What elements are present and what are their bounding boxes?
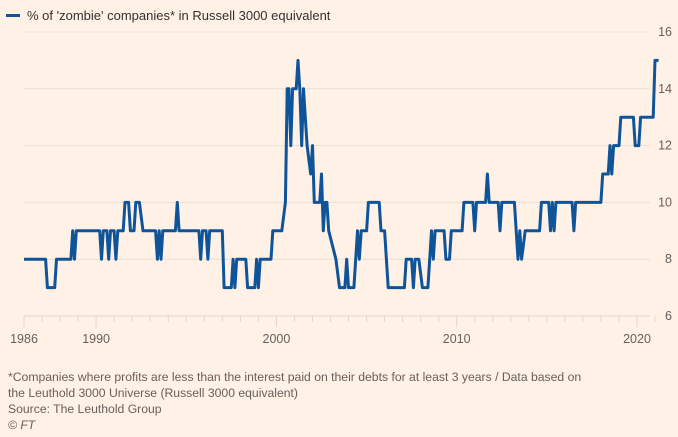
y-tick-label: 12 bbox=[658, 139, 672, 153]
y-tick-label: 14 bbox=[658, 82, 672, 96]
legend-swatch bbox=[6, 14, 20, 17]
x-tick-label: 2010 bbox=[443, 332, 471, 346]
x-tick-label: 1986 bbox=[10, 332, 38, 346]
y-tick-label: 16 bbox=[658, 25, 672, 39]
x-tick-label: 2000 bbox=[263, 332, 291, 346]
series-layer bbox=[24, 58, 659, 290]
legend-label: % of 'zombie' companies* in Russell 3000… bbox=[27, 8, 331, 23]
source-note: Source: The Leuthold Group bbox=[8, 402, 162, 416]
series-line-zombie-companies bbox=[24, 58, 659, 290]
ft-credit: © FT bbox=[8, 418, 36, 432]
y-tick-label: 10 bbox=[658, 195, 672, 209]
chart: 1986 1990 2000 2010 2020 6 8 10 12 14 16 bbox=[10, 25, 672, 346]
legend: % of 'zombie' companies* in Russell 3000… bbox=[6, 8, 330, 23]
footnote-line-1: *Companies where profits are less than t… bbox=[8, 370, 582, 384]
y-axis: 6 8 10 12 14 16 bbox=[658, 25, 672, 323]
y-tick-label: 6 bbox=[665, 309, 672, 323]
x-axis: 1986 1990 2000 2010 2020 bbox=[10, 316, 656, 346]
footnote-line-2: the Leuthold 3000 Universe (Russell 3000… bbox=[8, 386, 298, 400]
y-tick-label: 8 bbox=[665, 252, 672, 266]
x-tick-label: 2020 bbox=[623, 332, 651, 346]
chart-notes: *Companies where profits are less than t… bbox=[8, 369, 668, 433]
x-tick-label: 1990 bbox=[82, 332, 110, 346]
